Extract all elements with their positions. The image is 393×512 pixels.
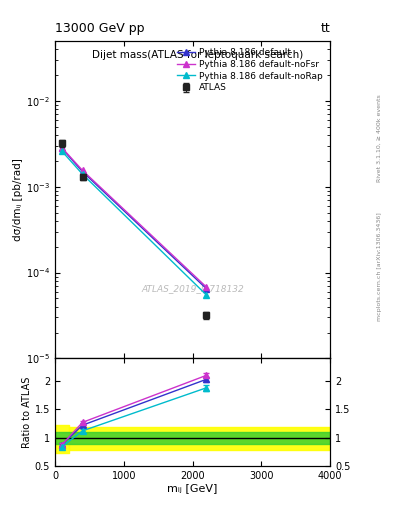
Line: Pythia 8.186 default-noRap: Pythia 8.186 default-noRap xyxy=(59,148,209,297)
Text: ATLAS_2019_I1718132: ATLAS_2019_I1718132 xyxy=(141,284,244,293)
Pythia 8.186 default xyxy=(204,286,209,292)
Text: tt: tt xyxy=(320,22,330,35)
Pythia 8.186 default-noFsr xyxy=(204,284,209,290)
Pythia 8.186 default xyxy=(80,168,85,175)
Pythia 8.186 default-noFsr xyxy=(60,145,64,151)
Pythia 8.186 default-noRap xyxy=(60,148,64,154)
X-axis label: mᵢⱼ [GeV]: mᵢⱼ [GeV] xyxy=(167,483,218,494)
Pythia 8.186 default-noFsr xyxy=(80,167,85,174)
Line: Pythia 8.186 default: Pythia 8.186 default xyxy=(59,145,209,291)
Y-axis label: dσ/dmᵢⱼ [pb/rad]: dσ/dmᵢⱼ [pb/rad] xyxy=(13,158,23,241)
Pythia 8.186 default xyxy=(60,145,64,152)
Pythia 8.186 default-noRap xyxy=(80,171,85,177)
Text: mcplots.cern.ch [arXiv:1306.3436]: mcplots.cern.ch [arXiv:1306.3436] xyxy=(377,212,382,321)
Legend: Pythia 8.186 default, Pythia 8.186 default-noFsr, Pythia 8.186 default-noRap, AT: Pythia 8.186 default, Pythia 8.186 defau… xyxy=(174,46,326,95)
Y-axis label: Ratio to ATLAS: Ratio to ATLAS xyxy=(22,376,32,448)
Line: Pythia 8.186 default-noFsr: Pythia 8.186 default-noFsr xyxy=(59,145,209,290)
Text: 13000 GeV pp: 13000 GeV pp xyxy=(55,22,145,35)
Pythia 8.186 default-noRap xyxy=(204,292,209,298)
Text: Rivet 3.1.10, ≥ 400k events: Rivet 3.1.10, ≥ 400k events xyxy=(377,94,382,182)
Text: Dijet mass(ATLAS for leptoquark search): Dijet mass(ATLAS for leptoquark search) xyxy=(92,51,304,60)
